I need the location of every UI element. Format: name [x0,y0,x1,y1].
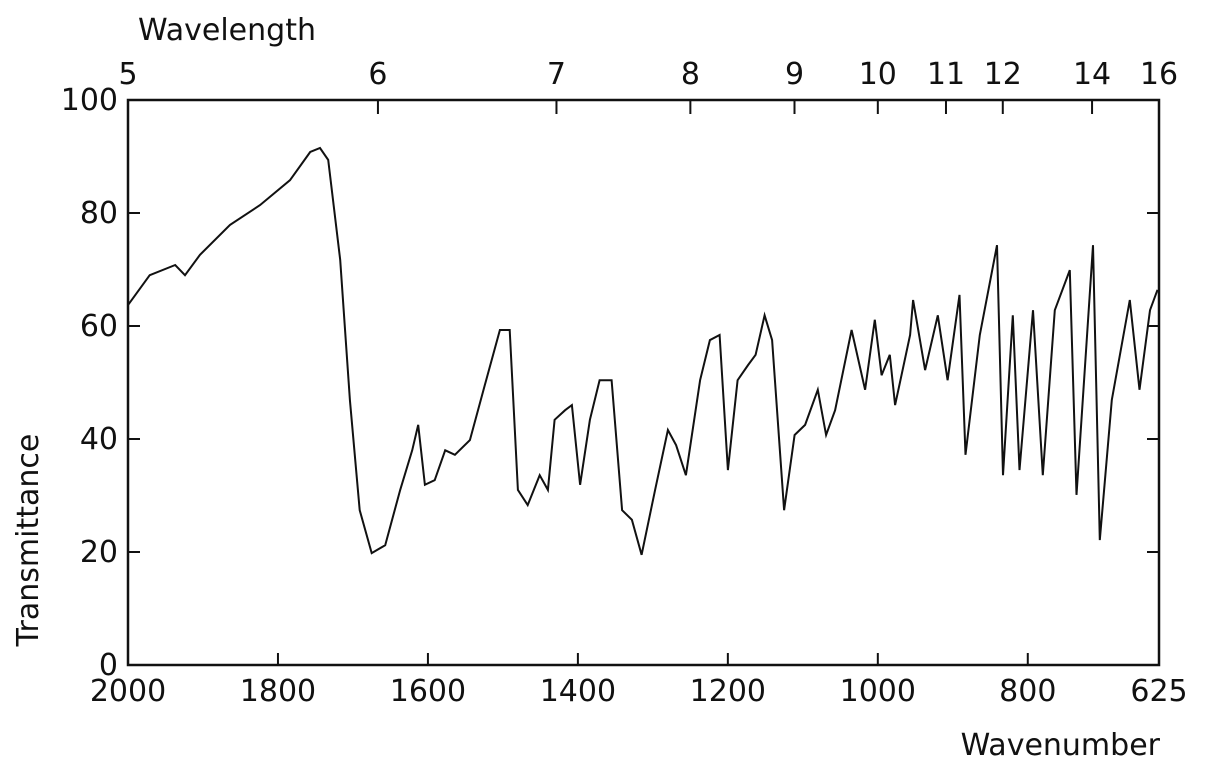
x-tick-label: 1400 [540,674,616,709]
top-tick-label: 11 [927,57,965,92]
top-axis-label: Wavelength [138,13,316,48]
y-axis-label: Transmittance [11,434,46,648]
x-tick-label: 2000 [90,674,166,709]
top-tick-label: 8 [681,57,700,92]
x-tick-label: 800 [999,674,1056,709]
spectrum-line [127,146,1159,556]
y-tick-label: 80 [80,196,118,231]
x-tick-label: 1200 [690,674,766,709]
top-tick-label: 6 [368,57,387,92]
x-axis-label: Wavenumber [961,728,1161,759]
x-tick-label: 1600 [390,674,466,709]
top-tick-label: 5 [118,57,137,92]
y-tick-label: 20 [80,535,118,570]
top-tick-label: 9 [785,57,804,92]
y-tick-label: 40 [80,422,118,457]
x-tick-label: 1000 [840,674,916,709]
top-tick-label: 10 [859,57,897,92]
top-tick-label: 7 [547,57,566,92]
plot-frame [126,98,1161,667]
y-tick-label: 60 [80,309,118,344]
y-tick-label: 100 [61,83,118,118]
x-tick-label: 625 [1130,674,1187,709]
top-tick-label: 14 [1073,57,1111,92]
top-tick-label: 16 [1140,57,1178,92]
x-tick-label: 1800 [240,674,316,709]
top-tick-label: 12 [984,57,1022,92]
y-tick-label: 0 [99,648,118,683]
